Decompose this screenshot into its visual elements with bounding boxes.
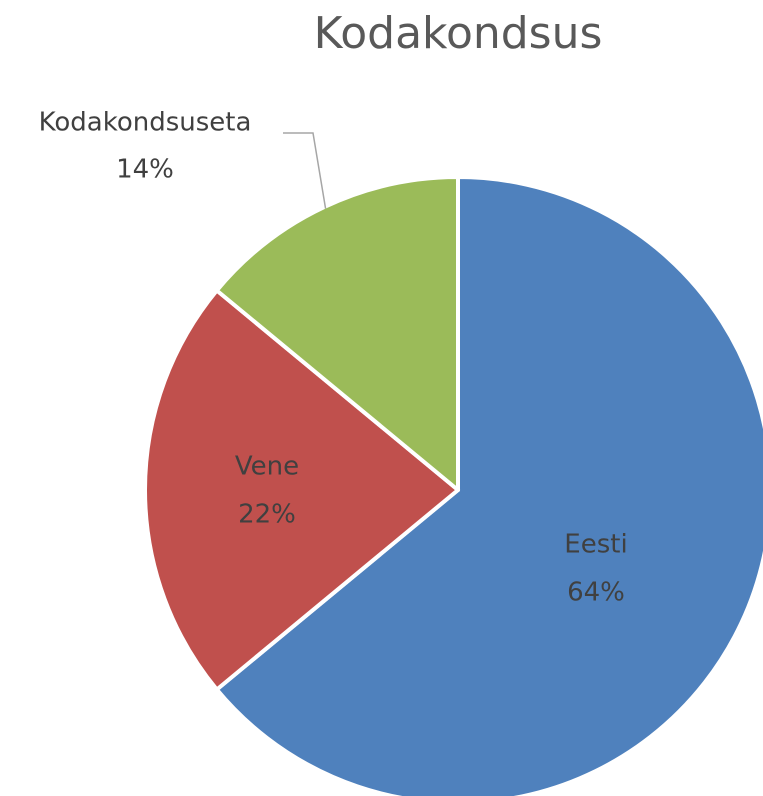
pie-slice <box>214 175 763 796</box>
chart-title: Kodakondsus <box>314 8 603 59</box>
data-label-name: Kodakondsuseta <box>39 108 252 138</box>
pie-slice <box>142 288 460 692</box>
leader-line <box>283 132 327 209</box>
data-label-value: 64% <box>567 578 625 608</box>
data-label-name: Eesti <box>564 530 627 560</box>
data-label-value: 14% <box>116 155 174 185</box>
data-label-name: Vene <box>235 452 299 482</box>
data-label-value: 22% <box>238 500 296 530</box>
